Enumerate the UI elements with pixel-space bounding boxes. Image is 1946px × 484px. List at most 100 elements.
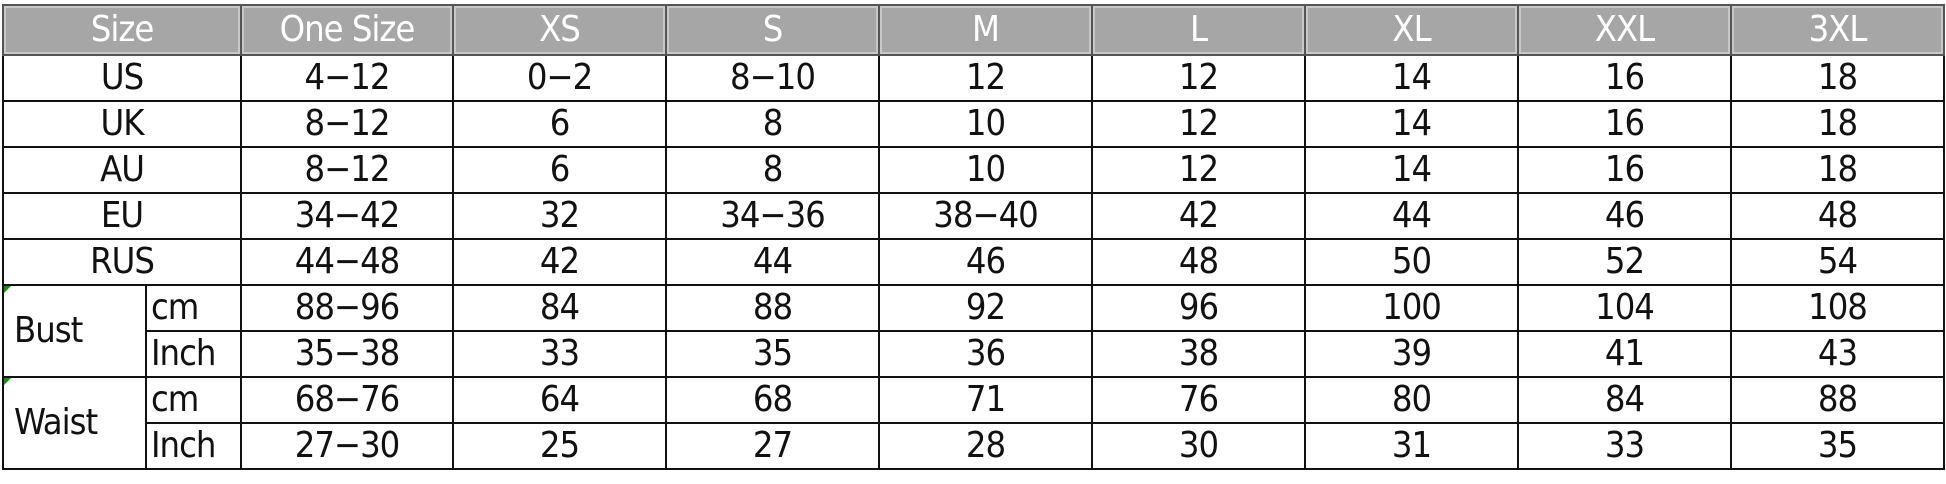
- size-value: 44: [665, 238, 880, 286]
- size-value: 8−12: [240, 100, 454, 148]
- measurement-value: 84: [1517, 376, 1732, 424]
- header-xxl: XXL: [1517, 4, 1732, 56]
- size-value: 14: [1304, 100, 1519, 148]
- table-row: AU 8−12 6 8 10 12 14 16 18: [2, 146, 1945, 194]
- size-value: 8−12: [240, 146, 454, 194]
- size-value: 10: [878, 146, 1093, 194]
- row-label: US: [2, 54, 242, 102]
- size-value: 16: [1517, 100, 1732, 148]
- size-value: 16: [1517, 54, 1732, 102]
- size-value: 14: [1304, 146, 1519, 194]
- measurement-value: 88: [1730, 376, 1945, 424]
- size-value: 18: [1730, 54, 1945, 102]
- measurement-value: 36: [878, 330, 1093, 378]
- size-value: 8: [665, 146, 880, 194]
- size-value: 48: [1091, 238, 1306, 286]
- size-value: 32: [452, 192, 667, 240]
- measurement-label: Bust: [2, 284, 147, 378]
- size-value: 14: [1304, 54, 1519, 102]
- size-value: 46: [1517, 192, 1732, 240]
- measurement-value: 35: [1730, 422, 1945, 470]
- measurement-value: 68−76: [240, 376, 454, 424]
- size-value: 18: [1730, 100, 1945, 148]
- size-value: 42: [1091, 192, 1306, 240]
- size-value: 12: [1091, 54, 1306, 102]
- measurement-value: 80: [1304, 376, 1519, 424]
- measurement-value: 96: [1091, 284, 1306, 332]
- size-value: 16: [1517, 146, 1732, 194]
- measurement-value: 33: [452, 330, 667, 378]
- table-row: US 4−12 0−2 8−10 12 12 14 16 18: [2, 54, 1945, 102]
- size-value: 42: [452, 238, 667, 286]
- measurement-value: 76: [1091, 376, 1306, 424]
- size-value: 6: [452, 146, 667, 194]
- measurement-value: 27: [665, 422, 880, 470]
- size-value: 44−48: [240, 238, 454, 286]
- unit-label: cm: [145, 376, 242, 424]
- measurement-value: 33: [1517, 422, 1732, 470]
- measurement-value: 68: [665, 376, 880, 424]
- measurement-value: 28: [878, 422, 1093, 470]
- measurement-value: 92: [878, 284, 1093, 332]
- size-value: 54: [1730, 238, 1945, 286]
- table-row: RUS 44−48 42 44 46 48 50 52 54: [2, 238, 1945, 286]
- size-value: 34−42: [240, 192, 454, 240]
- measurement-value: 84: [452, 284, 667, 332]
- header-xs: XS: [452, 4, 667, 56]
- size-value: 12: [1091, 100, 1306, 148]
- measurement-value: 108: [1730, 284, 1945, 332]
- header-l: L: [1091, 4, 1306, 56]
- size-value: 52: [1517, 238, 1732, 286]
- unit-label: cm: [145, 284, 242, 332]
- measurement-value: 104: [1517, 284, 1732, 332]
- measurement-value: 64: [452, 376, 667, 424]
- size-value: 12: [878, 54, 1093, 102]
- size-value: 18: [1730, 146, 1945, 194]
- measurement-value: 35: [665, 330, 880, 378]
- table-row: UK 8−12 6 8 10 12 14 16 18: [2, 100, 1945, 148]
- measurement-value: 41: [1517, 330, 1732, 378]
- size-value: 4−12: [240, 54, 454, 102]
- header-size: Size: [2, 4, 242, 56]
- row-label: UK: [2, 100, 242, 148]
- header-one-size: One Size: [240, 4, 454, 56]
- measurement-label: Waist: [2, 376, 147, 470]
- measurement-value: 88−96: [240, 284, 454, 332]
- measurement-value: 27−30: [240, 422, 454, 470]
- measurement-value: 31: [1304, 422, 1519, 470]
- size-value: 34−36: [665, 192, 880, 240]
- header-s: S: [665, 4, 880, 56]
- measurement-value: 25: [452, 422, 667, 470]
- measurement-value: 100: [1304, 284, 1519, 332]
- measurement-value: 39: [1304, 330, 1519, 378]
- header-row: Size One Size XS S M L XL XXL 3XL: [2, 4, 1945, 56]
- header-3xl: 3XL: [1730, 4, 1945, 56]
- table-row: EU 34−42 32 34−36 38−40 42 44 46 48: [2, 192, 1945, 240]
- size-value: 12: [1091, 146, 1306, 194]
- size-value: 6: [452, 100, 667, 148]
- table-row: Waist cm 68−76 64 68 71 76 80 84 88: [2, 376, 1945, 470]
- row-label: AU: [2, 146, 242, 194]
- table-row: Inch 35−38 33 35 36 38 39 41 43: [3, 330, 1945, 378]
- size-value: 8: [665, 100, 880, 148]
- measurement-value: 38: [1091, 330, 1306, 378]
- size-value: 8−10: [665, 54, 880, 102]
- size-chart-table: Size One Size XS S M L XL XXL 3XL US 4−12 0−2 8−10 1…: [2, 4, 1945, 470]
- measurement-value: 88: [665, 284, 880, 332]
- measurement-value: 71: [878, 376, 1093, 424]
- row-label: EU: [2, 192, 242, 240]
- unit-label: Inch: [145, 330, 242, 378]
- row-label: RUS: [2, 238, 242, 286]
- header-xl: XL: [1304, 4, 1519, 56]
- size-value: 0−2: [452, 54, 667, 102]
- size-value: 38−40: [878, 192, 1093, 240]
- measurement-value: 30: [1091, 422, 1306, 470]
- size-value: 10: [878, 100, 1093, 148]
- header-m: M: [878, 4, 1093, 56]
- unit-label: Inch: [145, 422, 242, 470]
- size-value: 48: [1730, 192, 1945, 240]
- size-value: 50: [1304, 238, 1519, 286]
- table-row: Inch 27−30 25 27 28 30 31 33 35: [3, 422, 1945, 470]
- size-value: 46: [878, 238, 1093, 286]
- measurement-value: 43: [1730, 330, 1945, 378]
